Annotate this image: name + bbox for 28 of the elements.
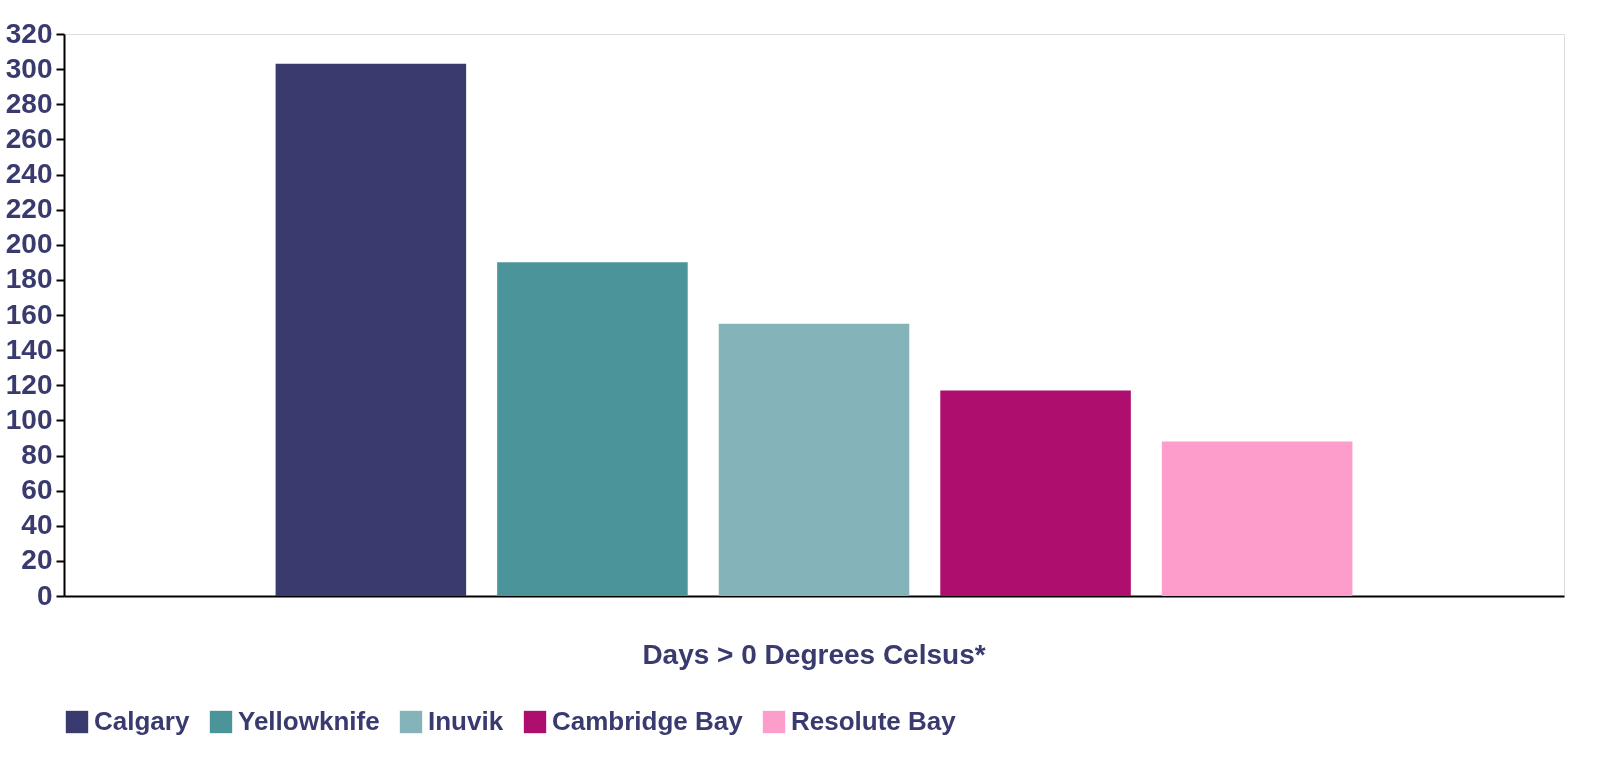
y-tick-label: 80 <box>21 439 53 470</box>
legend-label: Cambridge Bay <box>552 706 744 736</box>
y-tick-label: 240 <box>5 158 53 189</box>
legend-label: Yellowknife <box>238 706 380 736</box>
bar <box>940 390 1131 596</box>
legend-label: Inuvik <box>428 706 504 736</box>
legend-label: Calgary <box>94 706 190 736</box>
y-tick-label: 260 <box>5 122 53 154</box>
y-tick-label: 0 <box>36 579 53 611</box>
y-tick-label: 140 <box>5 333 53 365</box>
y-tick-label: 180 <box>5 263 53 295</box>
y-tick-label: 220 <box>5 193 53 225</box>
y-tick-label: 40 <box>21 509 53 541</box>
y-tick-label: 320 <box>5 17 53 49</box>
y-tick-label: 100 <box>5 403 53 435</box>
y-tick-label: 200 <box>5 228 53 260</box>
y-tick-label: 280 <box>5 87 53 119</box>
y-tick-label: 60 <box>21 474 53 506</box>
y-tick-label: 20 <box>21 544 53 576</box>
bar <box>718 323 910 596</box>
y-tick-label: 160 <box>5 298 53 330</box>
x-tick-label: Days > 0 Degrees Celsus* <box>642 638 986 670</box>
bar <box>275 63 467 596</box>
legend-label: Resolute Bay <box>791 706 957 736</box>
y-tick-label: 300 <box>5 52 53 84</box>
bar <box>497 262 688 596</box>
y-tick-label: 120 <box>5 368 53 400</box>
bar <box>1161 441 1353 596</box>
